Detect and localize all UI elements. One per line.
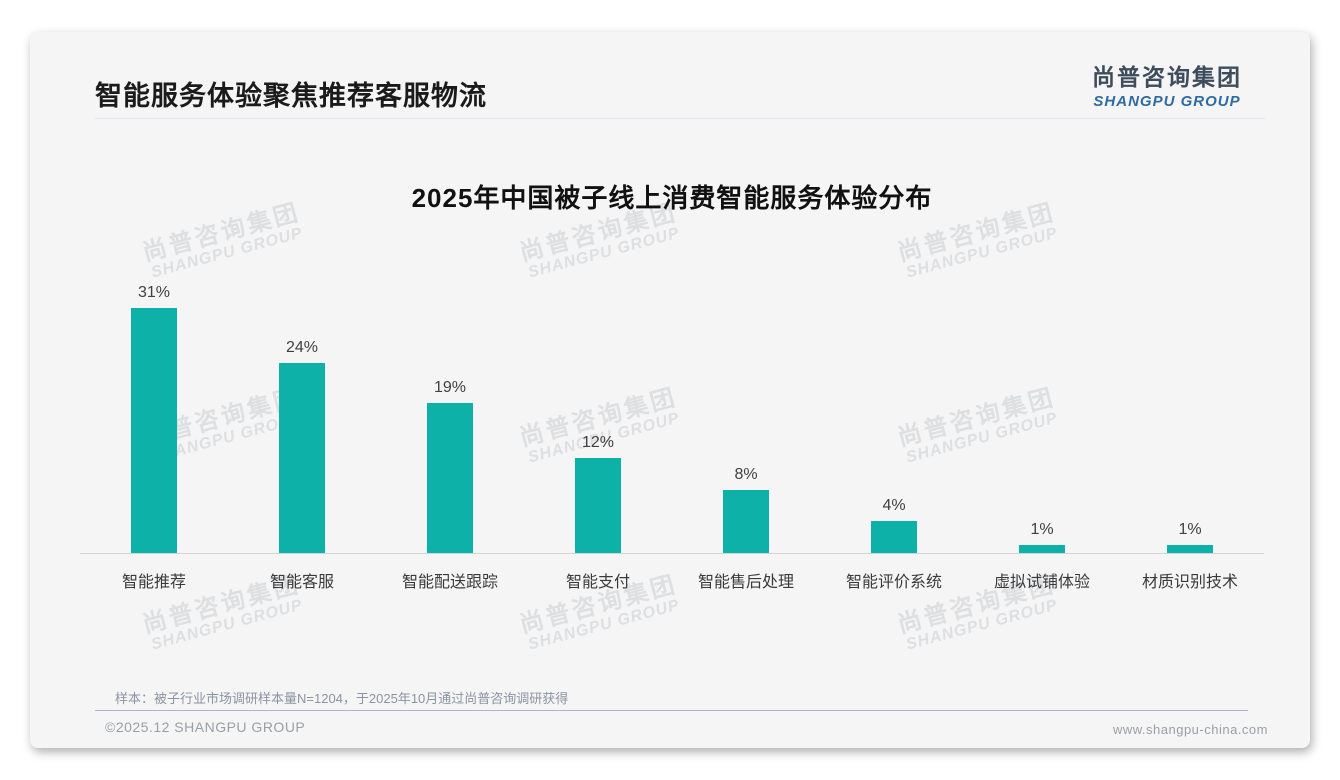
category-label: 材质识别技术 (1141, 574, 1238, 591)
bar-group: 24% (228, 288, 376, 553)
bar (279, 363, 325, 553)
bar-value-label: 4% (882, 497, 906, 514)
category-axis: 智能推荐 智能客服 智能配送跟踪 智能支付 智能售后处理 智能评价系统 虚拟试铺体验 材质识别… (80, 568, 1264, 592)
plot: 31% 24% 19% 12% 8% 4% 1% 1% (80, 284, 1264, 554)
bar (1167, 545, 1213, 553)
header-divider (95, 118, 1265, 119)
brand-name-cn: 尚普咨询集团 (1092, 64, 1242, 90)
brand-name-en: SHANGPU GROUP (1093, 93, 1241, 110)
slide-card: 尚普咨询集团 SHANGPU GROUP 尚普咨询集团 SHANGPU GROUP 尚普… (30, 32, 1310, 748)
bar (723, 490, 769, 553)
website-url: www.shangpu-china.com (1112, 722, 1268, 737)
category-label: 虚拟试铺体验 (993, 574, 1090, 591)
bar-group: 12% (524, 288, 672, 553)
category-label: 智能售后处理 (697, 574, 794, 591)
bar-value-label: 24% (285, 339, 319, 356)
source-note: 样本：被子行业市场调研样本量N=1204，于2025年10月通过尚普咨询调研获得 (115, 691, 569, 706)
bar (871, 521, 917, 553)
bar (1019, 545, 1065, 553)
bar-value-label: 8% (734, 466, 758, 483)
category-label: 智能支付 (565, 574, 630, 591)
bar-group: 31% (80, 284, 228, 553)
bar (131, 308, 177, 553)
category-label: 智能客服 (269, 574, 334, 591)
footer-divider (95, 710, 1248, 711)
bar-group: 1% (1116, 288, 1264, 553)
category-label: 智能评价系统 (845, 574, 942, 591)
bar-group: 1% (968, 288, 1116, 553)
category-label: 智能配送跟踪 (401, 574, 498, 591)
category-label: 智能推荐 (121, 574, 186, 591)
brand-logo: 尚普咨询集团 SHANGPU GROUP (1092, 58, 1242, 110)
bar-group: 4% (820, 288, 968, 553)
bar-group: 19% (376, 288, 524, 553)
bar-value-label: 1% (1178, 521, 1202, 538)
bar (427, 403, 473, 553)
bar (575, 458, 621, 553)
bar-value-label: 19% (433, 379, 467, 396)
bar-value-label: 1% (1030, 521, 1054, 538)
page-title: 智能服务体验聚焦推荐客服物流 (95, 81, 487, 111)
copyright-text: ©2025.12 SHANGPU GROUP (105, 719, 306, 735)
bar-group: 8% (672, 288, 820, 553)
bar-value-label: 12% (581, 434, 615, 451)
chart-title: 2025年中国被子线上消费智能服务体验分布 (411, 183, 933, 213)
bar-value-label: 31% (137, 284, 171, 301)
